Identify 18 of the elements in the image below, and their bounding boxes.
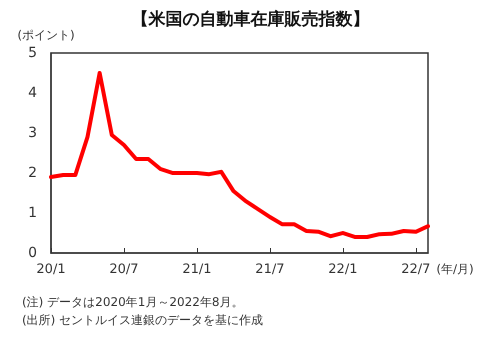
y-tick-label: 2 [28,165,37,181]
x-axis-title: (年/月) [436,262,474,276]
y-tick-label: 3 [28,125,37,141]
y-tick-label: 4 [28,85,38,101]
x-tick-label: 22/1 [328,262,358,277]
text: (注) データは2020年1月～2022年8月。 [22,295,244,309]
x-tick-label: 21/1 [182,262,212,277]
y-tick-label: 1 [28,205,37,221]
chart-title: 【米国の自動車在庫販売指数】 [132,10,370,30]
y-tick-label: 5 [28,45,37,61]
x-tick-label: 22/7 [401,262,430,277]
text: (出所) セントルイス連銀のデータを基に作成 [22,313,264,327]
line-series [49,71,430,239]
x-tick-label: 20/1 [36,262,66,277]
x-tick-label: 20/7 [109,262,139,277]
y-axis-title: (ポイント) [17,28,75,42]
x-tick-label: 21/7 [255,262,285,277]
y-tick-label: 0 [28,245,37,261]
